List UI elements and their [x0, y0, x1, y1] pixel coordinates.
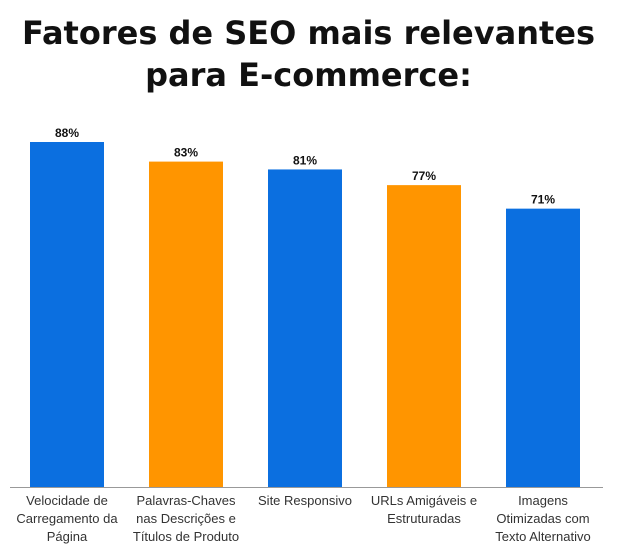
data-label-5: 71%	[531, 193, 555, 207]
bar-1	[30, 142, 104, 487]
category-label-2: Palavras-Chaves nas Descrições e Títulos d…	[133, 493, 239, 544]
bar-2	[149, 161, 223, 487]
bar-4	[387, 185, 461, 487]
data-label-3: 81%	[293, 153, 317, 167]
data-label-2: 83%	[174, 146, 198, 160]
category-label-3: Site Responsivo	[258, 493, 352, 508]
bar-5	[506, 208, 580, 488]
data-label-4: 77%	[412, 169, 436, 183]
chart-title-line-2: para E-commerce:	[145, 56, 472, 94]
category-label-1: Velocidade de Carregamento da Página	[16, 493, 118, 544]
category-label-5: Imagens Otimizadas com Texto Alternativo	[495, 493, 590, 544]
chart-title: Fatores de SEO mais relevantes para E-co…	[0, 12, 617, 96]
bar-3	[268, 169, 342, 487]
chart-title-line-1: Fatores de SEO mais relevantes	[21, 14, 596, 52]
data-label-1: 88%	[55, 126, 79, 140]
category-label-4: URLs Amigáveis e Estruturadas	[371, 493, 477, 526]
